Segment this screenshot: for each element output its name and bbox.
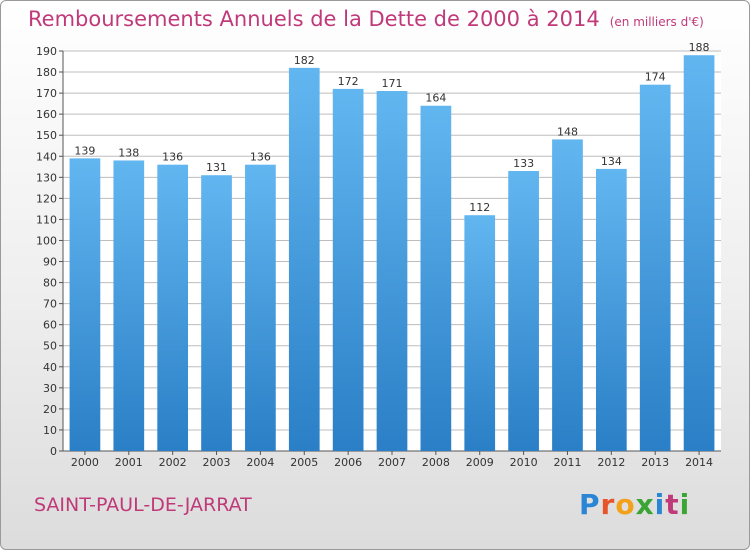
- y-tick-label: 80: [43, 277, 57, 290]
- logo-letter: o: [615, 488, 636, 521]
- bar-value-label: 136: [162, 151, 183, 164]
- bar: [639, 84, 671, 452]
- bar-value-label: 134: [601, 155, 622, 168]
- bar: [157, 164, 189, 451]
- bar-value-label: 188: [689, 41, 710, 54]
- bar: [552, 139, 583, 451]
- chart-title: Remboursements Annuels de la Dette de 20…: [28, 7, 704, 31]
- bar: [332, 88, 364, 451]
- x-tick-label: 2000: [71, 456, 99, 469]
- bar-value-label: 171: [382, 77, 403, 90]
- x-tick-label: 2003: [203, 456, 231, 469]
- x-tick-label: 2014: [685, 456, 713, 469]
- bar: [113, 160, 145, 451]
- logo-letter: x: [635, 488, 655, 521]
- proxiti-logo: Proxiti: [579, 488, 690, 521]
- x-tick-label: 2006: [334, 456, 362, 469]
- logo-letter: P: [579, 488, 601, 521]
- y-tick-label: 40: [43, 361, 57, 374]
- logo-letter: t: [665, 488, 680, 521]
- chart-title-main: Remboursements Annuels de la Dette de 20…: [28, 7, 600, 31]
- bar-value-label: 138: [118, 146, 139, 159]
- y-tick-label: 180: [36, 66, 57, 79]
- bar-value-label: 174: [645, 71, 666, 84]
- y-tick-label: 190: [36, 45, 57, 58]
- bar: [420, 105, 452, 451]
- bar: [464, 215, 496, 451]
- logo-letter: r: [600, 488, 616, 521]
- x-tick-label: 2011: [553, 456, 581, 469]
- y-tick-label: 150: [36, 129, 57, 142]
- y-tick-label: 20: [43, 403, 57, 416]
- bar-value-label: 136: [250, 151, 271, 164]
- chart-title-unit: (en milliers d'€): [609, 15, 704, 29]
- y-tick-label: 120: [36, 192, 57, 205]
- x-tick-label: 2012: [597, 456, 625, 469]
- bar: [683, 55, 715, 452]
- bar-value-label: 172: [338, 75, 359, 88]
- y-tick-label: 30: [43, 382, 57, 395]
- x-tick-label: 2002: [159, 456, 187, 469]
- y-tick-label: 70: [43, 298, 57, 311]
- y-tick-label: 60: [43, 319, 57, 332]
- bar-value-label: 148: [557, 125, 578, 138]
- y-tick-label: 50: [43, 340, 57, 353]
- bar-value-label: 164: [425, 92, 446, 105]
- x-tick-label: 2004: [246, 456, 274, 469]
- commune-name: SAINT-PAUL-DE-JARRAT: [34, 494, 252, 516]
- bar-value-label: 139: [74, 144, 95, 157]
- bar-value-label: 182: [294, 54, 315, 67]
- y-tick-label: 130: [36, 171, 57, 184]
- logo-letter: i: [679, 488, 691, 521]
- x-tick-label: 2010: [510, 456, 538, 469]
- bar: [69, 158, 101, 452]
- x-tick-label: 2009: [466, 456, 494, 469]
- bar: [201, 175, 232, 452]
- x-tick-label: 2013: [641, 456, 669, 469]
- y-tick-label: 140: [36, 150, 57, 163]
- bar: [245, 164, 276, 451]
- y-tick-label: 100: [36, 234, 57, 247]
- bar: [288, 67, 320, 451]
- y-tick-label: 10: [43, 424, 57, 437]
- bar-value-label: 133: [513, 157, 534, 170]
- bar: [595, 168, 627, 452]
- bar: [376, 91, 408, 451]
- y-tick-label: 90: [43, 256, 57, 269]
- bar: [508, 171, 539, 451]
- x-tick-label: 2005: [290, 456, 318, 469]
- y-tick-label: 160: [36, 108, 57, 121]
- x-tick-label: 2007: [378, 456, 406, 469]
- x-tick-label: 2001: [115, 456, 143, 469]
- y-tick-label: 0: [50, 445, 57, 458]
- x-tick-label: 2008: [422, 456, 450, 469]
- y-tick-label: 110: [36, 213, 57, 226]
- logo-letter: i: [654, 488, 666, 521]
- bar-value-label: 131: [206, 161, 227, 174]
- bar-value-label: 112: [469, 201, 490, 214]
- y-tick-label: 170: [36, 87, 57, 100]
